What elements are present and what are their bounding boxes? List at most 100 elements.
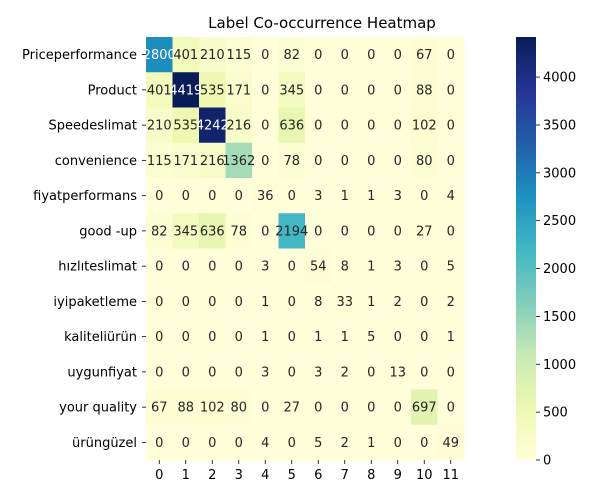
heatmap-cell [252,178,280,214]
cell-value-label: 2194 [275,224,308,239]
cell-value-label: 2 [394,295,402,310]
heatmap-cell [358,248,386,285]
cell-value-label: 27 [416,224,433,239]
row-label: iyipaketleme [53,295,137,310]
cell-value-label: 0 [235,189,243,204]
cell-value-label: 636 [200,224,225,239]
colorbar-tick-label: 2000 [543,262,576,277]
heatmap-cell [278,424,306,461]
heatmap-cell [225,389,253,426]
heatmap-cell [411,248,439,285]
cell-value-label: 0 [182,295,190,310]
heatmap-cell [358,389,386,426]
heatmap-cell [225,142,253,179]
heatmap-cell [305,37,333,73]
column-label: 4 [261,468,269,483]
row-labels: Priceperformance Product Speedeslimat conve… [22,48,146,451]
heatmap-cell [437,72,465,109]
heatmap-cell [278,72,306,109]
heatmap-cell [411,178,439,214]
column-label: 8 [367,468,375,483]
row-label: good -up [79,224,137,239]
cell-value-label: 0 [182,189,190,204]
colorbar-tick-label: 4000 [543,71,576,86]
heatmap-cell [437,37,465,73]
heatmap-cell [225,213,253,250]
heatmap-cell [331,37,359,73]
cell-value-label: 2 [447,295,455,310]
cell-value-label: 216 [226,119,251,134]
cell-value-label: 0 [367,154,375,169]
cell-value-label: 0 [182,436,190,451]
cell-value-label: 0 [208,189,216,204]
heatmap-cell [358,354,386,391]
cell-value-label: 0 [155,330,163,345]
heatmap-cell [252,283,280,320]
heatmap-cell [278,107,306,144]
heatmap-cell [172,37,200,73]
heatmap-cell [252,248,280,285]
cell-value-label: 0 [341,48,349,63]
heatmap-cell [199,389,227,426]
cell-value-label: 0 [235,330,243,345]
row-label: Product [88,83,137,98]
heatmap-cell [252,72,280,109]
cell-value-label: 0 [288,436,296,451]
heatmap-cell [146,142,174,179]
cell-value-label: 216 [200,154,225,169]
heatmap-cell [146,389,174,426]
cell-value-label: 0 [394,154,402,169]
heatmap-cell [331,319,359,355]
heatmap-cell [278,319,306,355]
column-label: 0 [155,468,163,483]
cell-value-label: 78 [230,224,247,239]
cell-value-label: 0 [208,436,216,451]
cell-value-label: 4 [447,189,455,204]
heatmap-cell [384,283,412,320]
cell-value-label: 171 [226,83,251,98]
heatmap-cell [331,178,359,214]
heatmap-cell [358,142,386,179]
cell-value-label: 0 [182,365,190,380]
heatmap-cell [172,72,200,109]
cell-value-label: 0 [394,83,402,98]
heatmap-cell [199,107,227,144]
row-label: fiyatperformans [33,189,137,204]
heatmap-cell [358,283,386,320]
cell-value-label: 0 [261,48,269,63]
heatmap-cell [331,142,359,179]
row-label: hızlıteslimat [58,260,137,275]
cell-value-label: 0 [235,295,243,310]
heatmap-cell [305,319,333,355]
colorbar-tick-label: 3000 [543,166,576,181]
heatmap-cell [146,107,174,144]
cell-value-label: 0 [261,224,269,239]
heatmap-cell [437,178,465,214]
heatmap-cell [252,37,280,73]
cell-value-label: 0 [420,330,428,345]
cell-value-label: 3 [394,189,402,204]
heatmap-cell [358,107,386,144]
heatmap-cell [225,319,253,355]
heatmap-cell [305,72,333,109]
heatmap-cell [172,283,200,320]
cell-value-label: 36 [257,189,274,204]
heatmap-cell [146,354,174,391]
cell-value-label: 33 [336,295,353,310]
cell-value-label: 88 [177,401,194,416]
cell-value-label: 67 [151,401,168,416]
heatmap-cell [305,424,333,461]
heatmap-cell [358,72,386,109]
heatmap-cell [411,213,439,250]
colorbar-tick-label: 2500 [543,214,576,229]
heatmap-cell [146,424,174,461]
heatmap-cell [411,283,439,320]
cell-value-label: 4419 [169,83,202,98]
heatmap-cell [199,37,227,73]
heatmap-cell [331,248,359,285]
cell-value-label: 0 [367,119,375,134]
heatmap-cell [358,213,386,250]
heatmap-cell [278,142,306,179]
cell-value-label: 0 [155,189,163,204]
